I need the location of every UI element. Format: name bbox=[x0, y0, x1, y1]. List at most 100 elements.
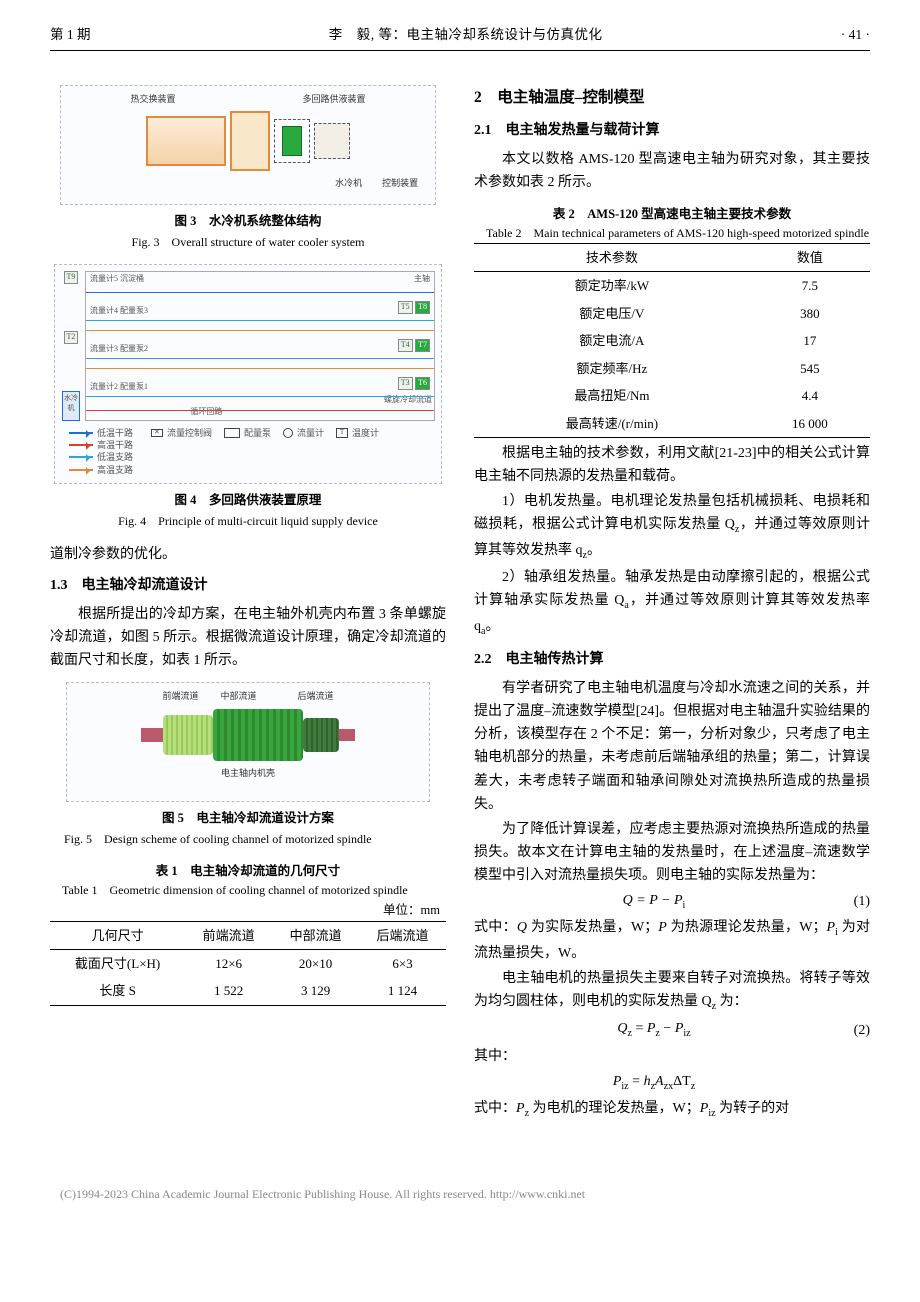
fig3-label-water-cooler: 水冷机 bbox=[335, 177, 362, 189]
section-1-3-title: 1.3 电主轴冷却流道设计 bbox=[50, 574, 446, 597]
legend-low-main: 低温干路 bbox=[97, 427, 133, 439]
table-row: 额定电压/V380 bbox=[474, 300, 870, 327]
two-column-layout: 热交换装置 多回路供液装置 水冷机 控制装置 图 3 水冷机系统整体结构 F bbox=[50, 75, 870, 1125]
figure-4-caption-cn: 图 4 多回路供液装置原理 bbox=[50, 490, 446, 511]
t2-r5-c: 16 000 bbox=[750, 410, 870, 438]
page-number: · 41 · bbox=[841, 24, 870, 46]
para-1-3: 根据所提出的冷却方案，在电主轴外机壳内布置 3 条单螺旋冷却流道，如图 5 所示… bbox=[50, 603, 446, 672]
figure-3-caption-cn: 图 3 水冷机系统整体结构 bbox=[50, 211, 446, 232]
t2-r1-l: 额定电压/V bbox=[474, 300, 750, 327]
t2-r4-l: 最高扭矩/Nm bbox=[474, 382, 750, 409]
t2-r0-l: 额定功率/kW bbox=[474, 272, 750, 300]
equation-3: Piz = hzAzxΔTz bbox=[474, 1070, 870, 1095]
fig4-t3: T3 bbox=[398, 377, 413, 390]
t1-r0-c1: 20×10 bbox=[272, 950, 359, 978]
figure-4-caption-en: Fig. 4 Principle of multi-circuit liquid… bbox=[50, 513, 446, 529]
equation-2-number: (2) bbox=[834, 1019, 870, 1042]
t1-r1-c1: 3 129 bbox=[272, 977, 359, 1005]
figure-4-diagram: T9 T2 水冷机 流量计5 沉淀桶 主轴 流量计4 配量泵3 T5 T8 流量… bbox=[54, 264, 442, 484]
para-before-1-3: 道制冷参数的优化。 bbox=[50, 543, 446, 566]
fig4-t7: T7 bbox=[415, 339, 430, 352]
table-2: 技术参数 数值 额定功率/kW7.5 额定电压/V380 额定电流/A17 额定… bbox=[474, 243, 870, 438]
t2-r0-c: 7.5 bbox=[750, 272, 870, 300]
where-label: 其中： bbox=[474, 1045, 870, 1068]
para-2-2-c: 式中：Q 为实际发热量，W；P 为热源理论发热量，W；Pi 为对流热量损失，W。 bbox=[474, 916, 870, 965]
fig4-meter2: 流量计2 配量泵1 bbox=[90, 382, 148, 393]
table-row: 长度 S 1 522 3 129 1 124 bbox=[50, 977, 446, 1005]
legend-high-main-icon bbox=[69, 444, 93, 446]
t2-r2-l: 额定电流/A bbox=[474, 327, 750, 354]
figure-3-caption-en: Fig. 3 Overall structure of water cooler… bbox=[50, 234, 446, 250]
fig4-spindle-lbl: 主轴 bbox=[414, 274, 430, 285]
fig3-label-heat-exchanger: 热交换装置 bbox=[130, 93, 175, 105]
para-2-2-b: 为了降低计算误差，应考虑主要热源对流换热所造成的热量损失。故本文在计算电主轴的发… bbox=[474, 818, 870, 887]
para-2-2-e: 式中：Pz 为电机的理论发热量，W；Piz 为转子的对 bbox=[474, 1097, 870, 1122]
figure-4: T9 T2 水冷机 流量计5 沉淀桶 主轴 流量计4 配量泵3 T5 T8 流量… bbox=[50, 264, 446, 529]
table-row: 最高转速/(r/min)16 000 bbox=[474, 410, 870, 438]
t2-r2-c: 17 bbox=[750, 327, 870, 354]
legend-high-main: 高温干路 bbox=[97, 439, 133, 451]
fig4-t4: T4 bbox=[398, 339, 413, 352]
table-1-caption-en: Table 1 Geometric dimension of cooling c… bbox=[50, 882, 446, 898]
fig4-meter3: 流量计3 配量泵2 bbox=[90, 344, 148, 355]
table-2-caption-en: Table 2 Main technical parameters of AMS… bbox=[474, 225, 870, 241]
figure-3-diagram: 热交换装置 多回路供液装置 水冷机 控制装置 bbox=[60, 85, 436, 205]
fig4-cooler-box: 水冷机 bbox=[62, 391, 80, 421]
fig3-label-controller: 控制装置 bbox=[382, 177, 418, 189]
right-column: 2 电主轴温度–控制模型 2.1 电主轴发热量与载荷计算 本文以数格 AMS-1… bbox=[474, 75, 870, 1125]
t2-r5-l: 最高转速/(r/min) bbox=[474, 410, 750, 438]
fig4-t5: T5 bbox=[398, 301, 413, 314]
item-1: 1）电机发热量。电机理论发热量包括机械损耗、电损耗和磁损耗，根据公式计算电机实际… bbox=[474, 490, 870, 564]
t2-r3-c: 545 bbox=[750, 355, 870, 382]
t1-r0-c2: 6×3 bbox=[359, 950, 446, 978]
t1-h0: 几何尺寸 bbox=[50, 921, 185, 949]
table-1-caption-cn: 表 1 电主轴冷却流道的几何尺寸 bbox=[50, 861, 446, 882]
t1-h2: 中部流道 bbox=[272, 921, 359, 949]
t1-h3: 后端流道 bbox=[359, 921, 446, 949]
t2-h0: 技术参数 bbox=[474, 243, 750, 271]
fig5-shell: 电主轴内机壳 bbox=[221, 767, 275, 779]
fig5-front: 前端流道 bbox=[162, 690, 198, 702]
figure-3: 热交换装置 多回路供液装置 水冷机 控制装置 图 3 水冷机系统整体结构 F bbox=[50, 85, 446, 250]
fig4-t2: T2 bbox=[64, 331, 79, 344]
section-2-1-title: 2.1 电主轴发热量与载荷计算 bbox=[474, 119, 870, 142]
fig4-meter4: 流量计4 配量泵3 bbox=[90, 306, 148, 317]
legend-flow: 流量计 bbox=[297, 427, 324, 439]
fig4-t8: T8 bbox=[415, 301, 430, 314]
t1-r1-l: 长度 S bbox=[50, 977, 185, 1005]
fig4-loop: 循环回路 bbox=[190, 407, 222, 418]
legend-low-main-icon bbox=[69, 432, 93, 434]
fig3-label-multi-supply: 多回路供液装置 bbox=[303, 93, 366, 105]
fig5-mid: 中部流道 bbox=[220, 690, 256, 702]
fig4-t6: T6 bbox=[415, 377, 430, 390]
page-footer: (C)1994-2023 China Academic Journal Elec… bbox=[50, 1185, 870, 1205]
figure-5: 前端流道 中部流道 后端流道 电主轴内机壳 图 5 电主轴冷却流道设计方案 Fi… bbox=[50, 682, 446, 847]
equation-1: Q = P − Pi (1) bbox=[474, 889, 870, 914]
figure-5-diagram: 前端流道 中部流道 后端流道 电主轴内机壳 bbox=[66, 682, 430, 802]
para-2-2-a: 有学者研究了电主轴电机温度与冷却水流速之间的关系，并提出了温度–流速数学模型[2… bbox=[474, 677, 870, 816]
table-row: 最高扭矩/Nm4.4 bbox=[474, 382, 870, 409]
issue-number: 第 1 期 bbox=[50, 24, 91, 46]
section-2-2-title: 2.2 电主轴传热计算 bbox=[474, 648, 870, 671]
legend-low-branch: 低温支路 bbox=[97, 451, 133, 463]
t2-h1: 数值 bbox=[750, 243, 870, 271]
running-title: 李 毅, 等：电主轴冷却系统设计与仿真优化 bbox=[91, 24, 841, 46]
figure-5-caption-cn: 图 5 电主轴冷却流道设计方案 bbox=[50, 808, 446, 829]
t2-r3-l: 额定频率/Hz bbox=[474, 355, 750, 382]
left-column: 热交换装置 多回路供液装置 水冷机 控制装置 图 3 水冷机系统整体结构 F bbox=[50, 75, 446, 1125]
page-header: 第 1 期 李 毅, 等：电主轴冷却系统设计与仿真优化 · 41 · bbox=[50, 24, 870, 51]
table-1-unit: 单位：mm bbox=[50, 900, 446, 921]
fig4-meter5: 流量计5 沉淀桶 bbox=[90, 274, 144, 285]
section-2-title: 2 电主轴温度–控制模型 bbox=[474, 85, 870, 111]
legend-high-branch: 高温支路 bbox=[97, 464, 133, 476]
t1-h1: 前端流道 bbox=[185, 921, 272, 949]
table-1: 几何尺寸 前端流道 中部流道 后端流道 截面尺寸(L×H) 12×6 20×10… bbox=[50, 921, 446, 1006]
para-after-t2: 根据电主轴的技术参数，利用文献[21-23]中的相关公式计算电主轴不同热源的发热… bbox=[474, 442, 870, 488]
fig5-rear: 后端流道 bbox=[298, 690, 334, 702]
t1-r0-l: 截面尺寸(L×H) bbox=[50, 950, 185, 978]
t1-r1-c2: 1 124 bbox=[359, 977, 446, 1005]
legend-temp: 温度计 bbox=[352, 427, 379, 439]
table-row: 额定电流/A17 bbox=[474, 327, 870, 354]
table-2-caption-cn: 表 2 AMS-120 型高速电主轴主要技术参数 bbox=[474, 204, 870, 225]
legend-pump: 配量泵 bbox=[244, 427, 271, 439]
